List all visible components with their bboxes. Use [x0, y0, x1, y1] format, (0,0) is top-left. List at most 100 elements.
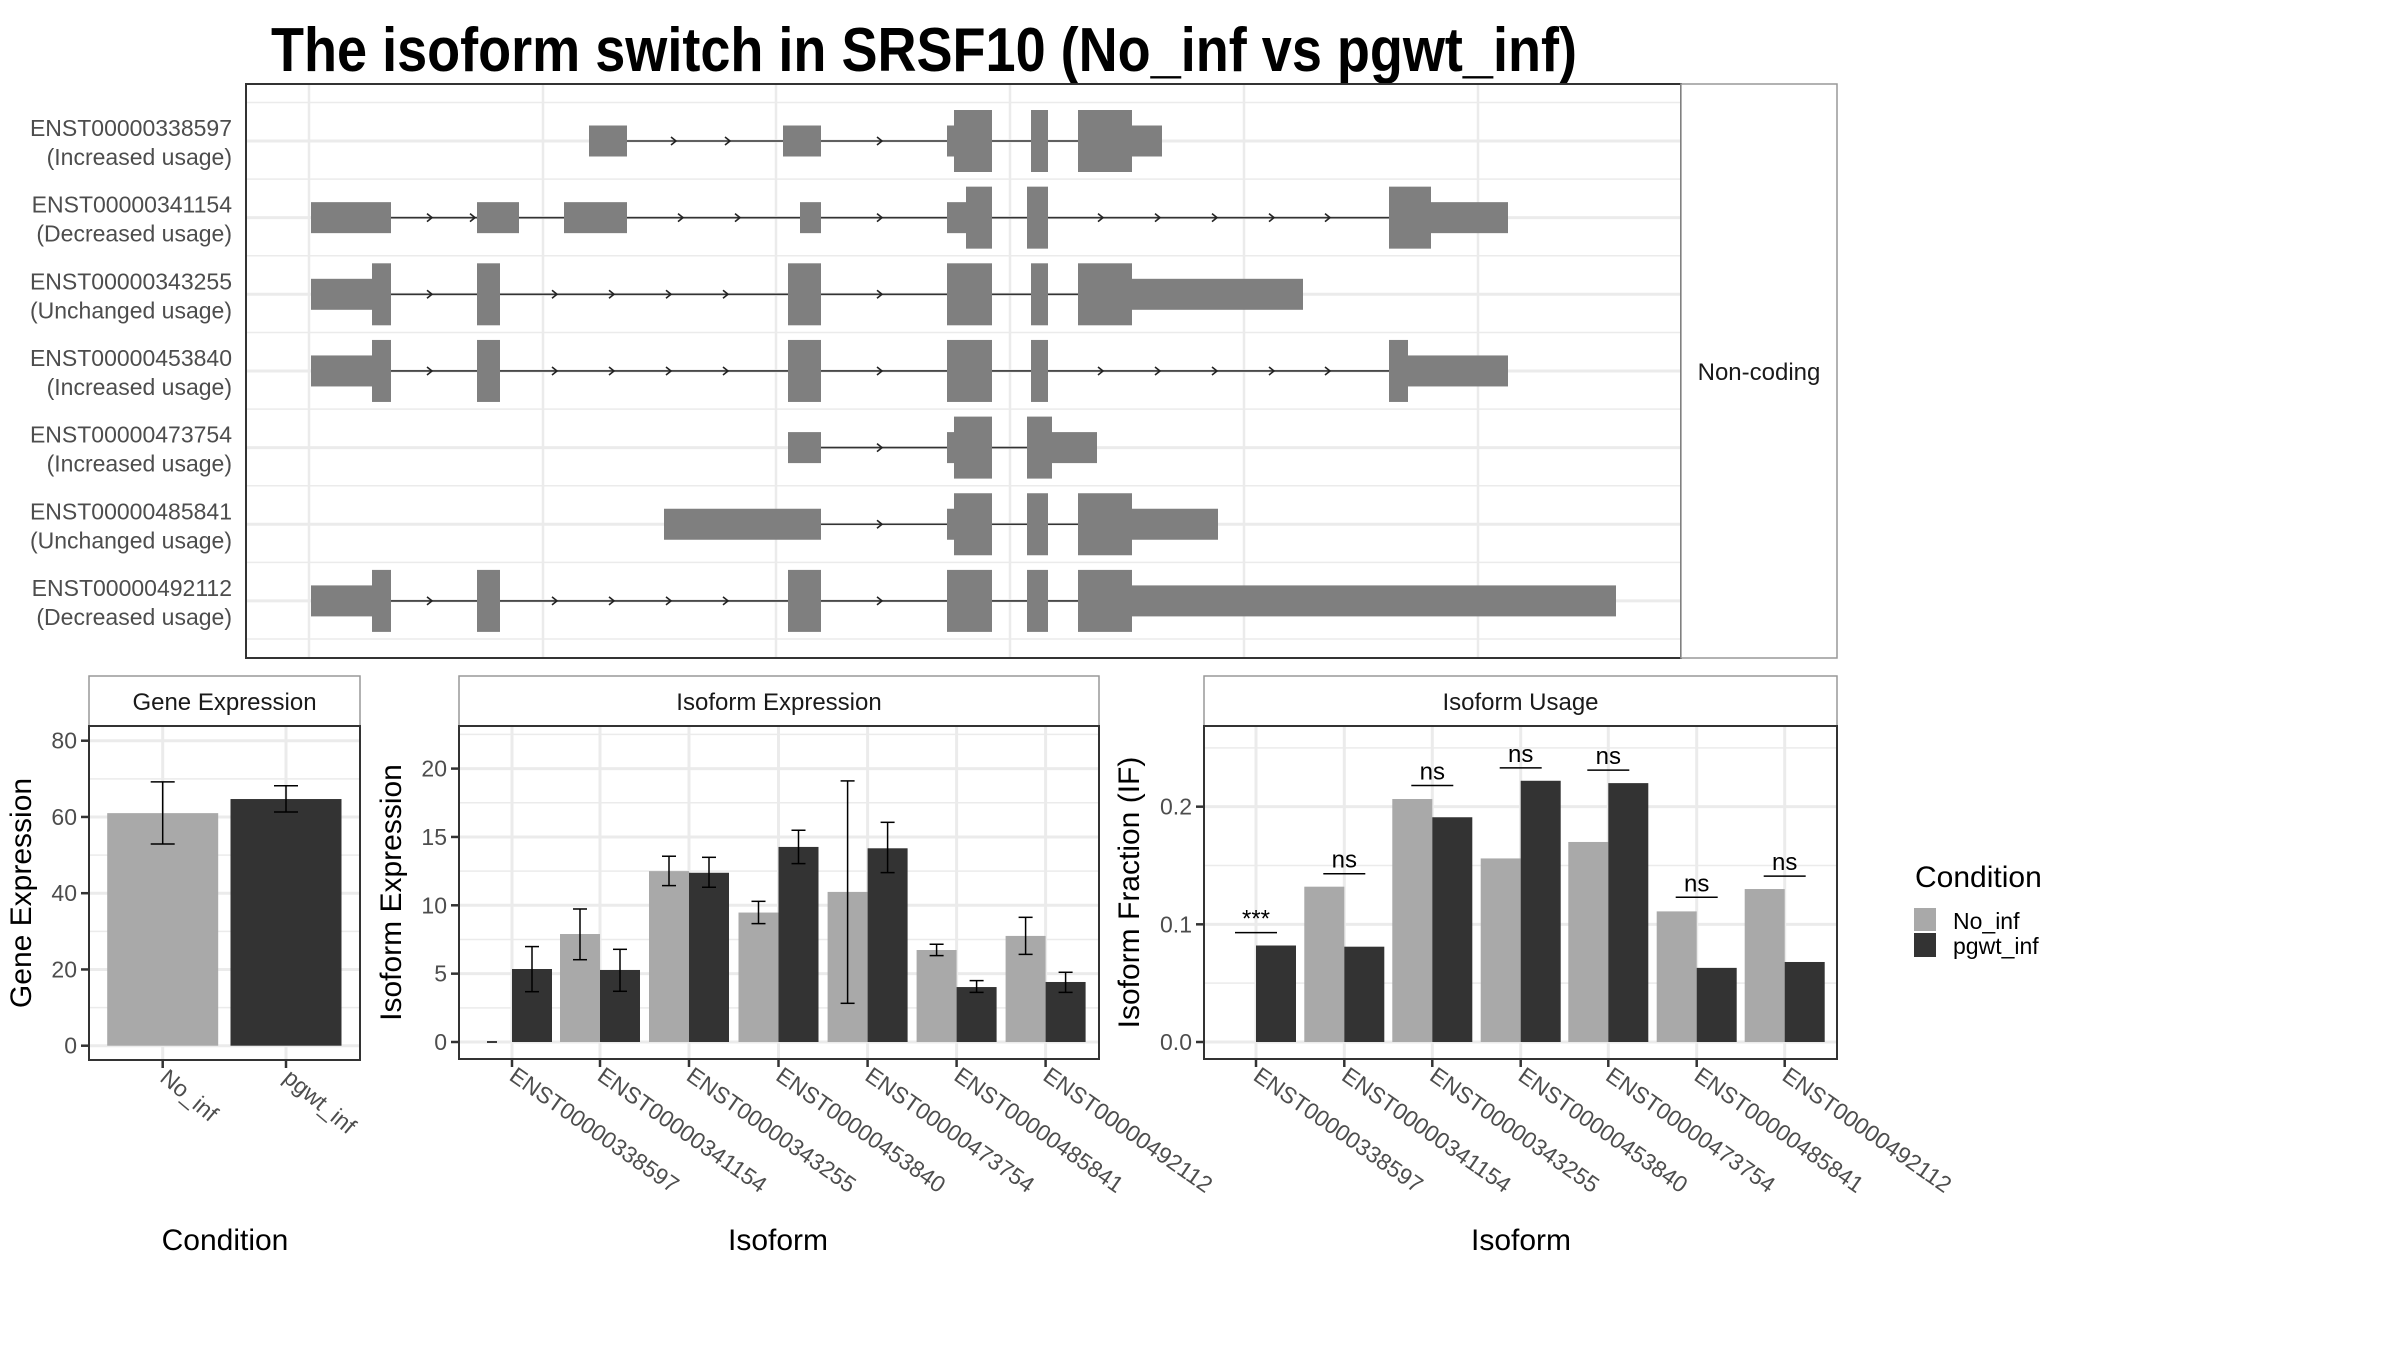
bar-pgwt-inf	[867, 848, 908, 1042]
exon-utr	[1132, 278, 1303, 310]
exon-cds	[1031, 110, 1048, 172]
transcript-usage-label: (Increased usage)	[47, 451, 232, 477]
figure-title: The isoform switch in SRSF10 (No_inf vs …	[271, 16, 1577, 85]
bar-pgwt-inf	[956, 987, 997, 1042]
intron-arrow	[665, 366, 673, 376]
transcript-ENST00000453840	[246, 339, 1681, 402]
intron-arrow	[876, 519, 884, 529]
intron-arrow	[670, 136, 678, 146]
bar-pgwt-inf	[1696, 967, 1737, 1042]
x-axis-title: Condition	[162, 1224, 289, 1257]
transcript-usage-label: (Decreased usage)	[36, 604, 232, 630]
x-axis-title: Isoform	[728, 1224, 828, 1257]
exon-utr	[947, 125, 954, 157]
exon-cds	[372, 263, 391, 326]
significance-label: ns	[1332, 847, 1357, 874]
bar-pgwt-inf	[689, 872, 729, 1042]
transcript-ENST00000473754	[246, 416, 1681, 479]
bar-no-inf	[1656, 911, 1697, 1042]
intron-arrow	[734, 213, 742, 223]
transcript-id-label: ENST00000485841	[30, 498, 232, 524]
bar-pgwt-inf	[1520, 780, 1561, 1042]
facet-strip-right	[1680, 83, 1838, 659]
exon-cds	[954, 416, 992, 479]
y-tick-label: 0.2	[1160, 794, 1192, 820]
significance-label: ns	[1596, 743, 1621, 770]
significance-label: ns	[1684, 870, 1709, 897]
exon-cds	[1389, 339, 1408, 402]
y-axis-title: Gene Expression	[5, 778, 38, 1008]
transcript-id-label: ENST00000473754	[30, 422, 232, 448]
intron-arrow	[722, 366, 730, 376]
exon-utr	[311, 355, 372, 387]
intron-arrow	[876, 596, 884, 606]
exon-cds	[477, 569, 500, 632]
y-tick-label: 10	[421, 892, 447, 918]
intron-arrow	[1097, 366, 1105, 376]
significance-label: ns	[1508, 741, 1533, 768]
exon-cds	[947, 339, 992, 402]
exon-cds	[1078, 569, 1132, 632]
exon-utr	[311, 585, 372, 617]
exon-utr	[1408, 355, 1508, 387]
bar-no-inf	[1744, 889, 1785, 1042]
x-axis-title: Isoform	[1471, 1224, 1571, 1257]
intron-arrow	[426, 213, 434, 223]
legend-title: Condition	[1915, 861, 2042, 894]
intron-arrow	[1154, 213, 1162, 223]
transcript-ENST00000341154	[246, 186, 1681, 249]
significance-label: ns	[1420, 758, 1445, 785]
intron-arrow	[426, 366, 434, 376]
facet-strip-title: Gene Expression	[132, 689, 316, 716]
exon-utr	[1132, 585, 1616, 617]
facet-strip	[458, 675, 1100, 727]
y-tick-label: 20	[421, 756, 447, 782]
exon-cds	[1027, 569, 1048, 632]
intron-arrow	[665, 596, 673, 606]
intron-arrow	[426, 289, 434, 299]
facet-strip	[1203, 675, 1838, 727]
intron-arrow	[551, 596, 559, 606]
intron-arrow	[608, 289, 616, 299]
exon-cds	[788, 569, 821, 632]
exon-cds	[1078, 263, 1132, 326]
legend-key-no-inf	[1914, 908, 1936, 931]
exon-cds	[1078, 110, 1132, 172]
exon-cds	[966, 186, 992, 249]
bar-no-inf	[1568, 841, 1609, 1042]
exon-cds	[1027, 416, 1052, 479]
exon-utr	[311, 278, 372, 310]
bar-no-inf	[107, 813, 219, 1046]
bar-no-inf	[649, 871, 689, 1042]
bar-no-inf	[1304, 886, 1345, 1042]
facet-strip	[88, 675, 361, 727]
exon-cds	[954, 493, 992, 556]
transcript-usage-label: (Unchanged usage)	[30, 297, 232, 323]
exon-utr	[788, 432, 821, 464]
intron-arrow	[677, 213, 685, 223]
intron-arrow	[1324, 213, 1332, 223]
y-tick-label: 15	[421, 824, 447, 850]
transcript-id-label: ENST00000492112	[32, 575, 232, 601]
transcript-usage-label: (Increased usage)	[47, 144, 232, 170]
y-tick-label: 0	[434, 1029, 447, 1055]
exon-cds	[1031, 339, 1048, 402]
intron-arrow	[1211, 366, 1219, 376]
bar-no-inf	[1480, 858, 1521, 1042]
exon-utr	[1431, 202, 1508, 234]
exon-cds	[788, 263, 821, 326]
exon-utr	[1132, 125, 1162, 157]
transcript-id-label: ENST00000453840	[30, 345, 232, 371]
exon-cds	[947, 569, 992, 632]
y-axis-title: Isoform Fraction (IF)	[1113, 757, 1146, 1029]
exon-utr	[477, 202, 519, 234]
exon-utr	[311, 202, 391, 234]
bar-pgwt-inf	[230, 799, 342, 1046]
y-tick-label: 5	[434, 961, 447, 987]
transcript-usage-label: (Increased usage)	[47, 374, 232, 400]
intron-arrow	[1268, 213, 1276, 223]
legend-label-pgwt-inf: pgwt_inf	[1953, 933, 2039, 959]
exon-cds	[1031, 263, 1048, 326]
